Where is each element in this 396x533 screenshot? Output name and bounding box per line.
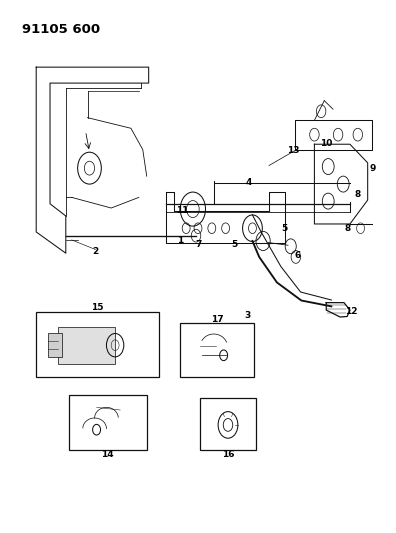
Bar xyxy=(36,312,158,377)
Bar xyxy=(200,398,256,450)
Text: 1: 1 xyxy=(177,237,184,246)
Text: 5: 5 xyxy=(282,224,288,233)
Text: 2: 2 xyxy=(92,247,99,256)
Bar xyxy=(69,395,147,450)
Text: 16: 16 xyxy=(222,450,234,459)
Text: 17: 17 xyxy=(211,315,223,324)
Text: 4: 4 xyxy=(246,178,252,187)
Text: 5: 5 xyxy=(231,240,238,249)
Bar xyxy=(48,334,62,358)
Text: 8: 8 xyxy=(345,224,351,233)
Bar xyxy=(180,324,254,377)
Text: 7: 7 xyxy=(196,240,202,249)
Text: 9: 9 xyxy=(369,164,375,173)
Text: 10: 10 xyxy=(320,139,332,148)
Bar xyxy=(58,327,115,364)
Text: 11: 11 xyxy=(176,206,188,215)
Text: 12: 12 xyxy=(345,307,357,316)
Text: 8: 8 xyxy=(355,190,361,199)
Text: 91105 600: 91105 600 xyxy=(23,23,101,36)
Text: 3: 3 xyxy=(244,311,250,320)
Text: 6: 6 xyxy=(294,252,301,260)
Text: 14: 14 xyxy=(101,450,114,459)
Text: 13: 13 xyxy=(287,146,300,155)
Text: 15: 15 xyxy=(91,303,104,312)
